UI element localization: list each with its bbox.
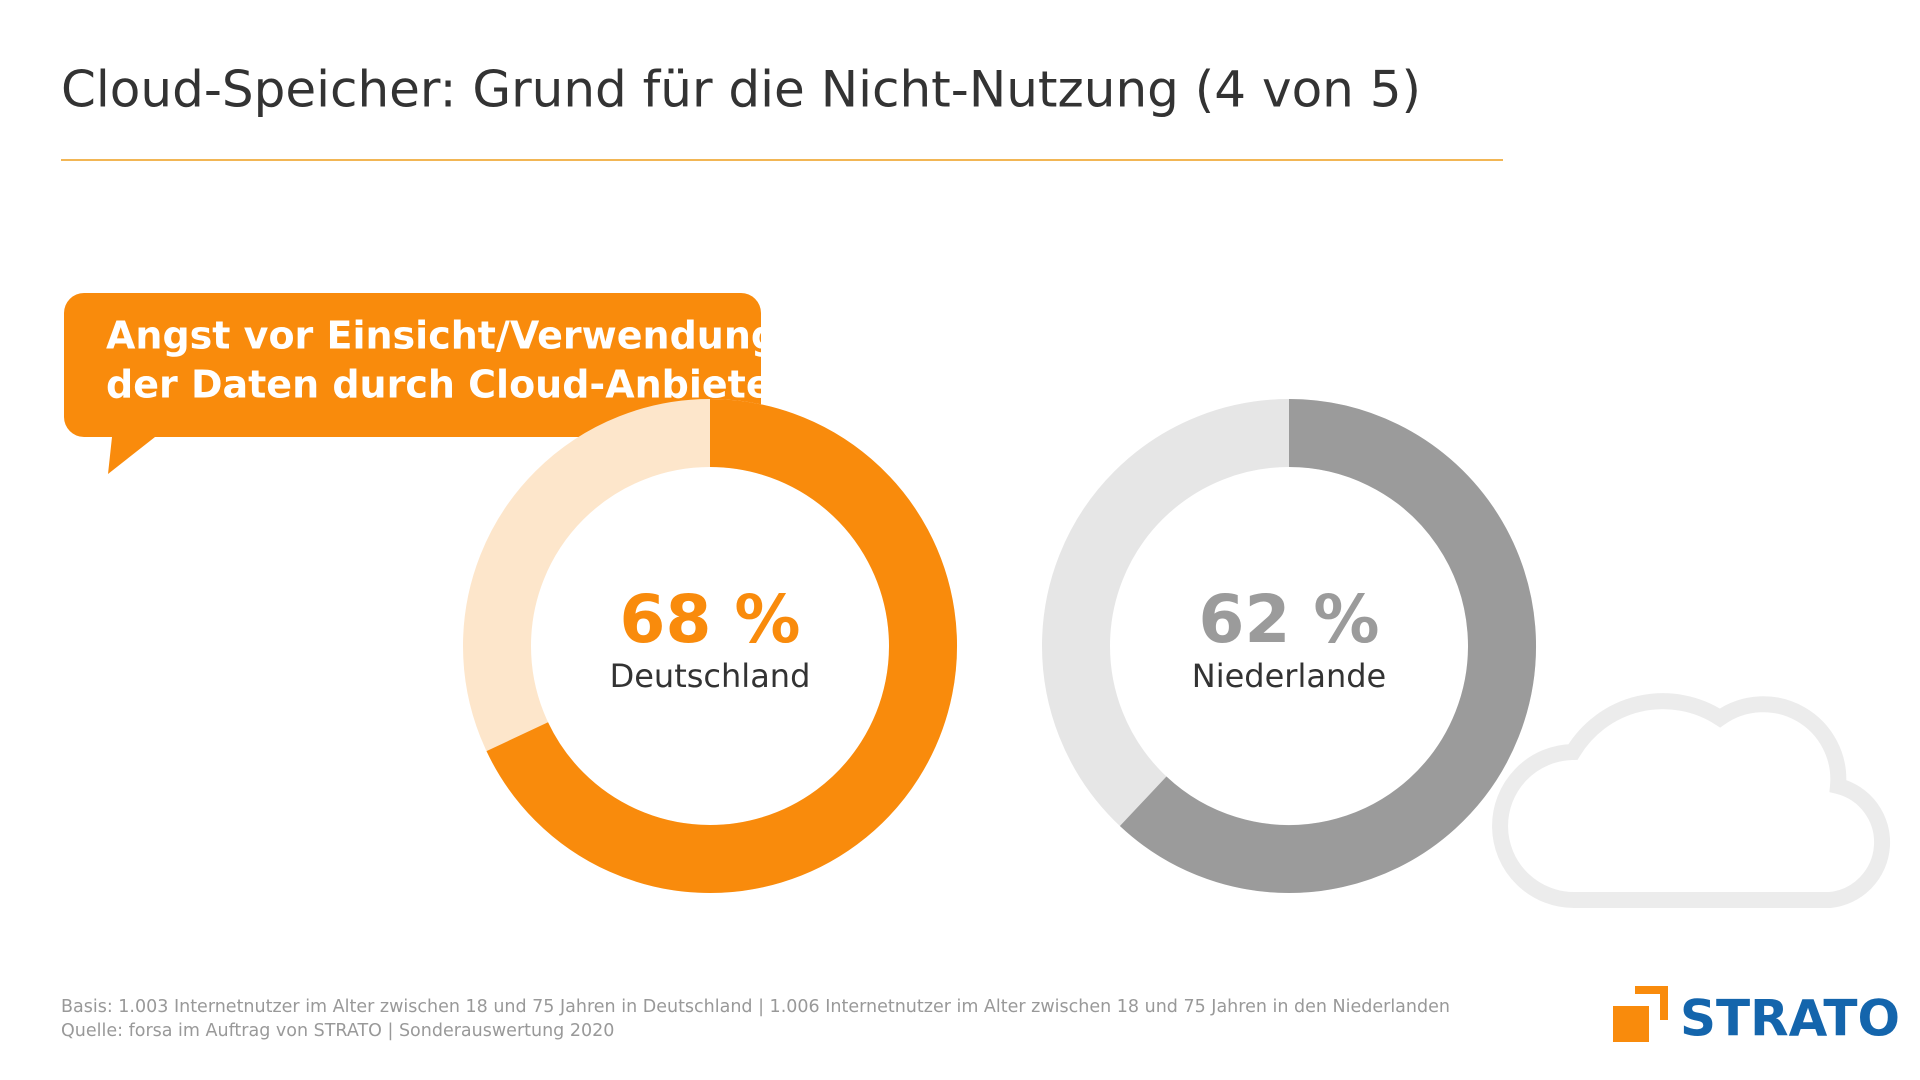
title: Cloud-Speicher: Grund für die Nicht-Nutz…: [61, 61, 1421, 119]
category-label: Deutschland: [610, 657, 811, 695]
footnote: Basis: 1.003 Internetnutzer im Alter zwi…: [61, 997, 1450, 1017]
donut-arc: [486, 399, 957, 893]
category-label: Niederlande: [1192, 657, 1386, 695]
logo-text: STRATO: [1680, 990, 1900, 1048]
callout: Angst vor Einsicht/Verwendung der Daten …: [64, 293, 791, 474]
donut-arc: [1119, 399, 1536, 893]
logo: STRATO: [1613, 986, 1900, 1048]
value-label: 68 %: [620, 581, 801, 658]
footnote: Quelle: forsa im Auftrag von STRATO | So…: [61, 1021, 614, 1041]
callout-text: Angst vor Einsicht/Verwendung: [106, 314, 778, 358]
cloud-icon: [1492, 693, 1891, 909]
callout-text: der Daten durch Cloud-Anbieter: [106, 363, 791, 407]
charts: 68 %Deutschland 62 %Niederlande: [463, 399, 1536, 893]
value-label: 62 %: [1199, 581, 1380, 658]
